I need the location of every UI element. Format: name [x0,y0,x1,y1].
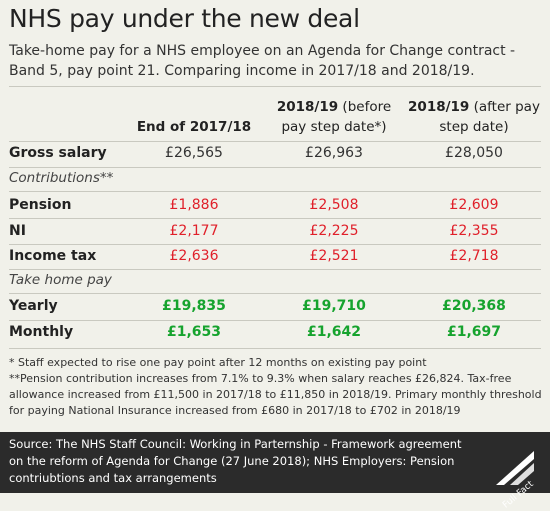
full-fact-logo-icon [496,451,534,485]
section-header-take-home: Take home pay [0,269,550,293]
cell-value: £2,177 [169,223,219,239]
column-header-3-rest: (after pay step date) [439,99,540,135]
table-row-pension: Pension £1,886 £2,508 £2,609 [0,194,550,218]
cell-value: £2,355 [449,223,499,239]
source-text: Source: The NHS Staff Council: Working i… [9,437,462,485]
column-header-2-rest: (before pay step date*) [281,99,392,135]
divider [9,348,541,349]
cell-value: £2,521 [309,248,359,264]
source-bar: Source: The NHS Staff Council: Working i… [0,432,550,511]
cell-value: £1,886 [169,197,219,213]
divider [9,191,541,192]
section-header-contributions: Contributions** [0,167,550,191]
cell-value: £28,050 [445,145,503,161]
cell-value: £2,636 [169,248,219,264]
cell-value: £20,368 [442,298,506,314]
table-row-gross-salary: Gross salary £26,565 £26,963 £28,050 [0,142,550,166]
section-label: Take home pay [9,272,112,288]
column-header-1: End of 2017/18 [124,117,264,137]
page-title: NHS pay under the new deal [9,4,360,33]
cell-value: £19,835 [162,298,226,314]
column-header-3: 2018/19 (after pay step date) [404,97,544,137]
divider [9,244,541,245]
full-fact-logo: Full Fact [488,445,542,511]
row-label: Yearly [9,298,58,314]
cell-value: £26,565 [165,145,223,161]
column-header-1-bold: End of 2017/18 [136,119,252,135]
table-row-yearly: Yearly £19,835 £19,710 £20,368 [0,295,550,319]
divider [9,86,541,87]
section-label: Contributions** [9,170,114,186]
row-label: NI [9,223,26,239]
cell-value: £26,963 [305,145,363,161]
footnote: **Pension contribution increases from 7.… [9,372,542,417]
cell-value: £2,225 [309,223,359,239]
divider [9,218,541,219]
divider [9,293,541,294]
divider [9,141,541,142]
row-label: Monthly [9,324,74,340]
table-row-income-tax: Income tax £2,636 £2,521 £2,718 [0,245,550,269]
column-header-3-bold: 2018/19 [408,99,470,115]
footnotes: * Staff expected to rise one pay point a… [9,355,545,419]
subtitle: Take-home pay for a NHS employee on an A… [9,43,516,79]
table-row-ni: NI £2,177 £2,225 £2,355 [0,220,550,244]
column-header-2-bold: 2018/19 [276,99,339,115]
divider [9,320,541,321]
divider [9,269,541,270]
row-label: Income tax [9,248,97,264]
cell-value: £2,718 [449,248,499,264]
footnote: * Staff expected to rise one pay point a… [9,356,427,369]
divider [9,167,541,168]
cell-value: £1,697 [446,324,502,340]
row-label: Pension [9,197,72,213]
cell-value: £2,609 [449,197,499,213]
cell-value: £1,642 [306,324,362,340]
table-row-monthly: Monthly £1,653 £1,642 £1,697 [0,321,550,345]
row-label: Gross salary [9,145,107,161]
cell-value: £2,508 [309,197,359,213]
cell-value: £1,653 [166,324,222,340]
column-header-2: 2018/19 (before pay step date*) [264,97,404,137]
cell-value: £19,710 [302,298,366,314]
